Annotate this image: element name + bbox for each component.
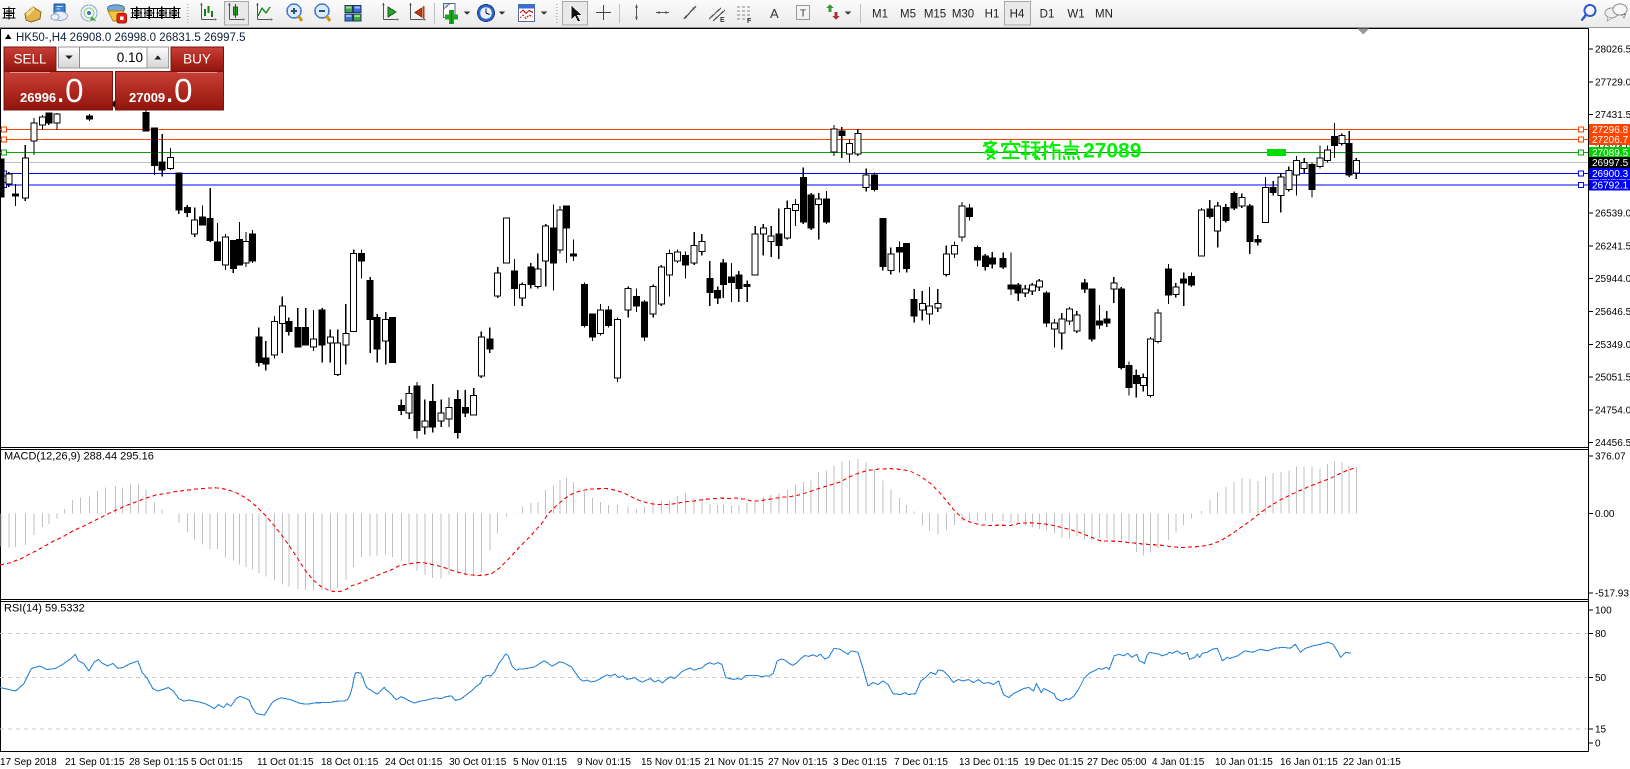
svg-text:SELL: SELL — [13, 52, 47, 67]
svg-text:15: 15 — [1595, 725, 1607, 736]
svg-text:RSI(14) 59.5332: RSI(14) 59.5332 — [4, 603, 85, 615]
svg-text:HK50-,H4 26908.0 26998.0 2683: HK50-,H4 26908.0 26998.0 26831.5 26997.5 — [16, 32, 246, 44]
svg-text:24 Oct 01:15: 24 Oct 01:15 — [385, 757, 443, 768]
svg-text:25051.5: 25051.5 — [1595, 373, 1630, 384]
svg-text:0.10: 0.10 — [117, 50, 143, 65]
svg-text:27089.5: 27089.5 — [1592, 148, 1629, 159]
svg-text:27431.5: 27431.5 — [1595, 110, 1630, 121]
svg-text:-517.93: -517.93 — [1595, 589, 1629, 600]
svg-text:16 Jan 01:15: 16 Jan 01:15 — [1280, 757, 1338, 768]
svg-text:24754.0: 24754.0 — [1595, 405, 1630, 416]
svg-text:376.07: 376.07 — [1595, 452, 1626, 463]
svg-text:27009: 27009 — [129, 90, 165, 105]
svg-text:MN: MN — [1095, 9, 1113, 21]
svg-text:H1: H1 — [985, 9, 1000, 21]
svg-text:11 Oct 01:15: 11 Oct 01:15 — [257, 757, 314, 768]
svg-text:5 Oct 01:15: 5 Oct 01:15 — [191, 757, 243, 768]
svg-text:M1: M1 — [872, 9, 888, 21]
svg-text:.0: .0 — [56, 72, 84, 109]
svg-text:13 Dec 01:15: 13 Dec 01:15 — [959, 757, 1019, 768]
svg-text:100: 100 — [1595, 606, 1612, 617]
svg-text:27089: 27089 — [1083, 140, 1141, 163]
svg-text:17 Sep 2018: 17 Sep 2018 — [0, 757, 57, 768]
svg-text:A: A — [770, 6, 779, 21]
svg-text:D1: D1 — [1040, 9, 1055, 21]
svg-text:BUY: BUY — [183, 52, 211, 67]
svg-text:T: T — [800, 9, 806, 20]
svg-text:F: F — [747, 18, 752, 25]
svg-text:0: 0 — [1595, 739, 1601, 750]
svg-text:27 Dec 05:00: 27 Dec 05:00 — [1087, 757, 1147, 768]
svg-text:27 Nov 01:15: 27 Nov 01:15 — [768, 757, 828, 768]
svg-text:M15: M15 — [924, 9, 946, 21]
svg-text:E: E — [720, 17, 725, 24]
svg-text:7 Dec 01:15: 7 Dec 01:15 — [894, 757, 948, 768]
svg-text:27729.0: 27729.0 — [1595, 77, 1630, 88]
svg-text:24456.5: 24456.5 — [1595, 438, 1630, 449]
svg-text:28026.5: 28026.5 — [1595, 45, 1630, 56]
svg-text:26792.1: 26792.1 — [1592, 181, 1629, 192]
svg-text:0.00: 0.00 — [1595, 509, 1615, 520]
svg-text:M30: M30 — [952, 9, 974, 21]
svg-text:22 Jan 01:15: 22 Jan 01:15 — [1343, 757, 1401, 768]
svg-text:25944.0: 25944.0 — [1595, 274, 1630, 285]
svg-text:26241.5: 26241.5 — [1595, 241, 1630, 252]
svg-text:26996: 26996 — [20, 90, 56, 105]
svg-text:21 Nov 01:15: 21 Nov 01:15 — [704, 757, 764, 768]
svg-text:M5: M5 — [900, 9, 916, 21]
svg-text:10 Jan 01:15: 10 Jan 01:15 — [1215, 757, 1273, 768]
svg-text:5 Nov 01:15: 5 Nov 01:15 — [513, 757, 567, 768]
svg-text:W1: W1 — [1067, 9, 1084, 21]
svg-text:30 Oct 01:15: 30 Oct 01:15 — [449, 757, 507, 768]
svg-text:26900.3: 26900.3 — [1592, 169, 1629, 180]
svg-text:80: 80 — [1595, 629, 1607, 640]
svg-text:.0: .0 — [165, 72, 193, 109]
svg-text:4 Jan 01:15: 4 Jan 01:15 — [1152, 757, 1205, 768]
svg-text:9 Nov 01:15: 9 Nov 01:15 — [577, 757, 631, 768]
svg-text:26997.5: 26997.5 — [1592, 158, 1629, 169]
svg-text:3 Dec 01:15: 3 Dec 01:15 — [833, 757, 887, 768]
svg-text:27206.7: 27206.7 — [1592, 135, 1629, 146]
svg-text:21 Sep 01:15: 21 Sep 01:15 — [65, 757, 125, 768]
svg-text:19 Dec 01:15: 19 Dec 01:15 — [1024, 757, 1084, 768]
svg-text:26539.0: 26539.0 — [1595, 209, 1630, 220]
svg-text:50: 50 — [1595, 673, 1607, 684]
svg-text:H4: H4 — [1010, 9, 1025, 21]
svg-text:15 Nov 01:15: 15 Nov 01:15 — [641, 757, 701, 768]
svg-text:25646.5: 25646.5 — [1595, 307, 1630, 318]
svg-text:25349.0: 25349.0 — [1595, 340, 1630, 351]
svg-text:MACD(12,26,9) 288.44 295.16: MACD(12,26,9) 288.44 295.16 — [4, 451, 154, 463]
svg-text:18 Oct 01:15: 18 Oct 01:15 — [321, 757, 379, 768]
svg-text:27296.8: 27296.8 — [1592, 125, 1629, 136]
svg-text:28 Sep 01:15: 28 Sep 01:15 — [129, 757, 189, 768]
